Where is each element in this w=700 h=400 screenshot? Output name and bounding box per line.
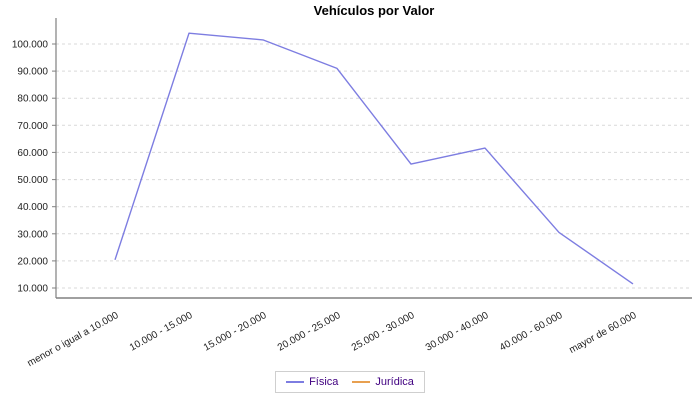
- legend-box: Física Jurídica: [275, 371, 425, 393]
- legend: Física Jurídica: [0, 371, 700, 393]
- legend-label-juridica: Jurídica: [375, 376, 414, 388]
- y-tick-label: 100.000: [12, 40, 49, 51]
- legend-item-juridica: Jurídica: [352, 376, 414, 388]
- plot-area: 10.000 20.000 30.000 40.000 50.000 60.000 70.0…: [12, 18, 692, 368]
- juridica-line-swatch: [352, 381, 371, 383]
- y-tick-label: 10.000: [17, 284, 48, 295]
- x-category-label: 10.000 - 15.000: [128, 310, 195, 354]
- y-tick-label: 30.000: [17, 229, 48, 240]
- series-line-fisica: [114, 32, 634, 285]
- y-tick-label: 70.000: [17, 121, 48, 132]
- x-category-label: 25.000 - 30.000: [350, 310, 417, 354]
- legend-item-fisica: Física: [286, 376, 338, 388]
- x-category-label: menor o igual a 10.000: [26, 310, 121, 368]
- x-category-label: 30.000 - 40.000: [424, 310, 491, 354]
- y-tick-label: 60.000: [17, 148, 48, 159]
- y-tick-label: 40.000: [17, 202, 48, 213]
- x-category-label: 40.000 - 60.000: [498, 310, 565, 354]
- y-tick-label: 50.000: [17, 175, 48, 186]
- chart-title: Vehículos por Valor: [313, 3, 435, 18]
- x-category-label: 20.000 - 25.000: [276, 310, 343, 354]
- y-tick-label: 20.000: [17, 256, 48, 267]
- y-tick-label: 80.000: [17, 94, 48, 105]
- legend-label-fisica: Física: [309, 376, 339, 388]
- x-category-label: mayor de 60.000: [567, 310, 638, 356]
- x-category-label: 15.000 - 20.000: [202, 310, 269, 354]
- fisica-line-swatch: [286, 381, 305, 383]
- y-tick-label: 90.000: [17, 67, 48, 78]
